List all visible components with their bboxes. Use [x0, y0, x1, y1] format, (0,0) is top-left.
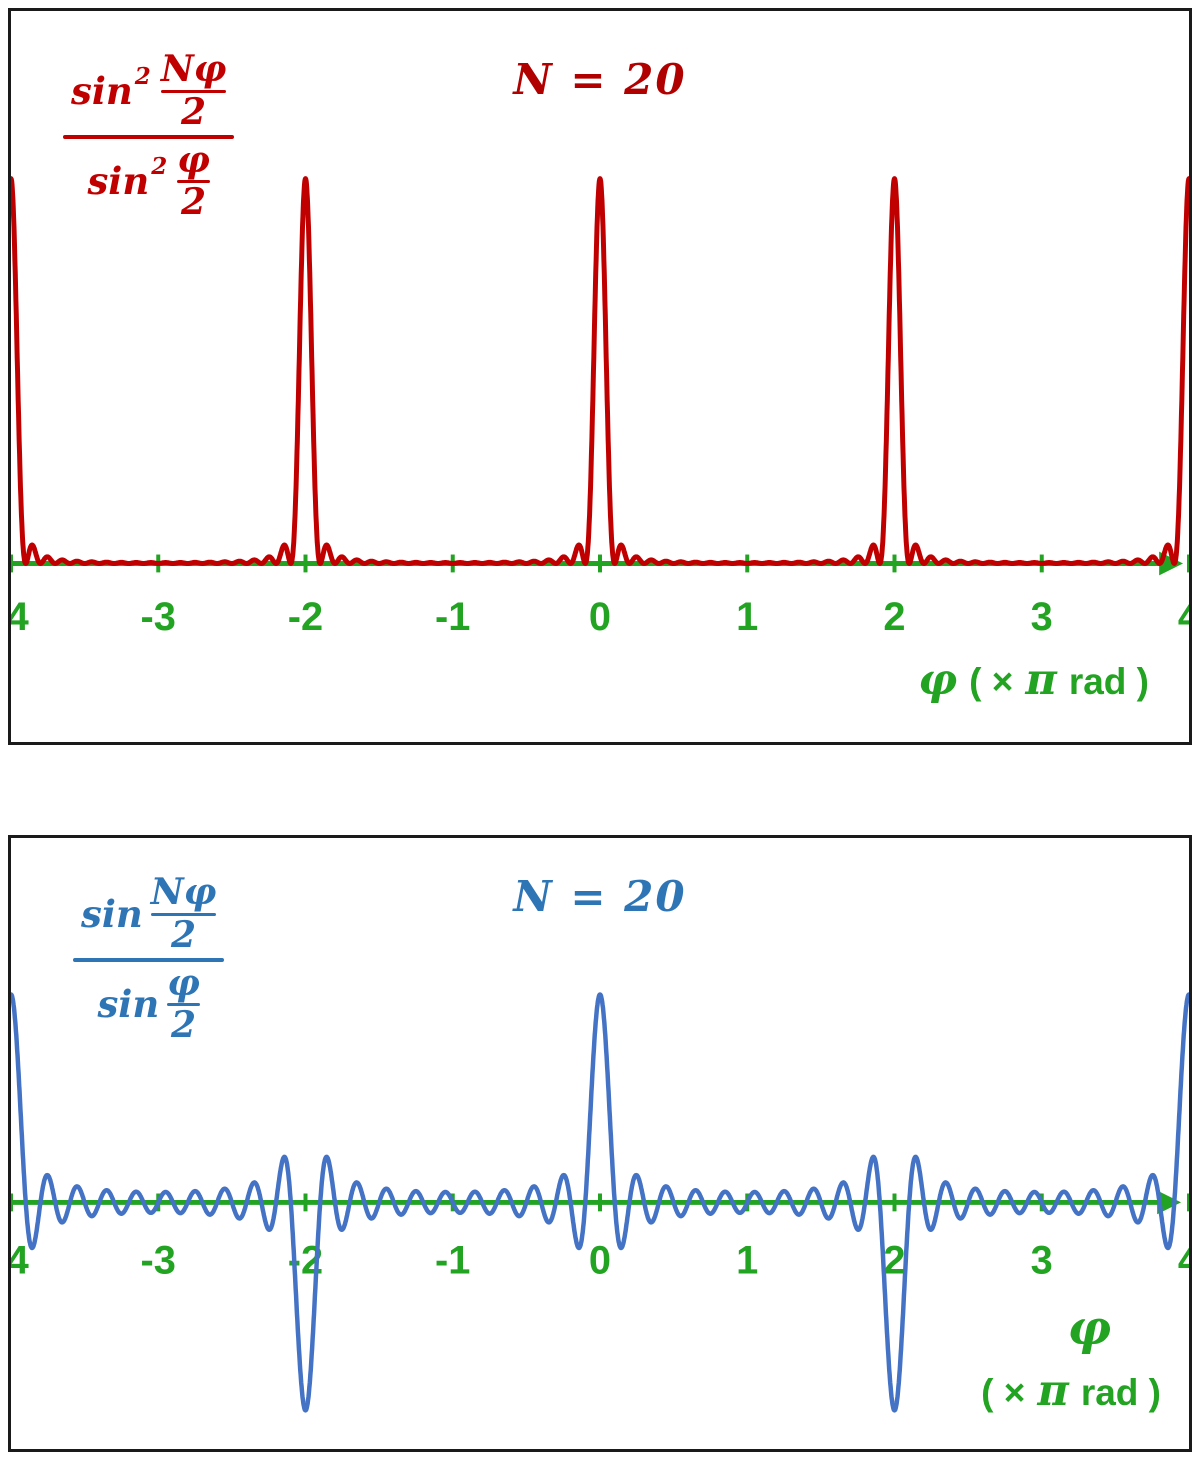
- bottom-formula-denominator: sin φ 2: [89, 961, 207, 1047]
- x-tick-label: -3: [141, 595, 176, 639]
- inner-denominator: 2: [181, 90, 207, 133]
- top-x-axis-label: φ ( × π rad ): [918, 659, 1149, 703]
- sin-text: sin: [97, 982, 160, 1027]
- x-tick-label: 0: [589, 595, 611, 639]
- sin-text: sin: [81, 891, 143, 936]
- axis-label-text: rad ): [1068, 661, 1149, 702]
- x-tick-label: -1: [435, 595, 470, 639]
- bottom-formula: sin Nφ 2 sin φ 2: [73, 871, 225, 1047]
- bottom-chart-panel: sin Nφ 2 sin φ 2 N: [8, 835, 1192, 1452]
- phi-symbol: φ: [918, 655, 958, 705]
- bottom-x-axis-label-units: ( × π rad ): [981, 1370, 1161, 1414]
- x-tick-label: 3: [1031, 1239, 1053, 1283]
- x-tick-label: -4: [11, 595, 29, 639]
- fraction-bar: [150, 912, 217, 916]
- inner-denominator: 2: [171, 913, 197, 956]
- inner-denominator: 2: [171, 1004, 197, 1047]
- fraction-bar: [167, 1003, 200, 1007]
- x-tick-label: 1: [736, 1239, 758, 1283]
- bottom-chart: -4-3-2-101234: [11, 992, 1189, 1413]
- phi-symbol: φ: [1067, 1300, 1111, 1356]
- x-tick-label: -3: [141, 1239, 176, 1283]
- x-tick-label: 4: [1178, 1239, 1189, 1283]
- axis-label-text: rad ): [1080, 1372, 1161, 1413]
- top-formula: sin 2 Nφ 2 sin 2 φ 2: [63, 48, 235, 224]
- inner-numerator: Nφ: [150, 871, 217, 913]
- inner-numerator: φ: [167, 961, 200, 1004]
- x-tick-label: 2: [883, 1239, 905, 1283]
- axis-label-text: ( ×: [981, 1372, 1026, 1413]
- axis-label-text: ( ×: [969, 661, 1014, 702]
- inner-numerator: Nφ: [160, 48, 227, 90]
- x-axis-arrow: [1157, 1190, 1182, 1215]
- x-tick-label: 2: [883, 595, 905, 639]
- exponent: 2: [134, 62, 151, 90]
- x-tick-label: 4: [1178, 595, 1189, 639]
- fraction-bar: [63, 134, 235, 139]
- curve: [11, 992, 1189, 1413]
- bottom-x-axis-label-phi: φ: [1068, 1304, 1111, 1352]
- top-chart: -4 -3 -2 -1 0 1 2 3 4: [11, 176, 1189, 639]
- pi-symbol: π: [1037, 1366, 1069, 1416]
- top-formula-denominator: sin 2 φ 2: [79, 138, 217, 224]
- fraction-bar: [177, 180, 210, 184]
- x-tick-label: -1: [435, 1239, 470, 1283]
- x-tick-label: 0: [589, 1239, 611, 1283]
- top-formula-numerator: sin 2 Nφ 2: [63, 48, 234, 133]
- fraction-bar: [160, 89, 227, 93]
- x-tick-label: -4: [11, 1239, 29, 1283]
- x-tick-label: 1: [736, 595, 758, 639]
- top-chart-title: N = 20: [513, 55, 687, 104]
- top-chart-panel: sin 2 Nφ 2 sin 2 φ 2: [8, 8, 1192, 745]
- pi-symbol: π: [1025, 655, 1057, 705]
- exponent: 2: [151, 153, 168, 181]
- bottom-formula-numerator: sin Nφ 2: [73, 871, 224, 956]
- bottom-chart-title: N = 20: [513, 872, 687, 921]
- x-tick-label: 3: [1031, 595, 1053, 639]
- inner-numerator: φ: [177, 138, 210, 181]
- sin-text: sin: [71, 68, 133, 113]
- inner-denominator: 2: [181, 181, 207, 224]
- curve: [11, 176, 1189, 566]
- x-tick-label: -2: [288, 595, 323, 639]
- fraction-bar: [73, 957, 225, 962]
- sin-text: sin: [87, 159, 150, 204]
